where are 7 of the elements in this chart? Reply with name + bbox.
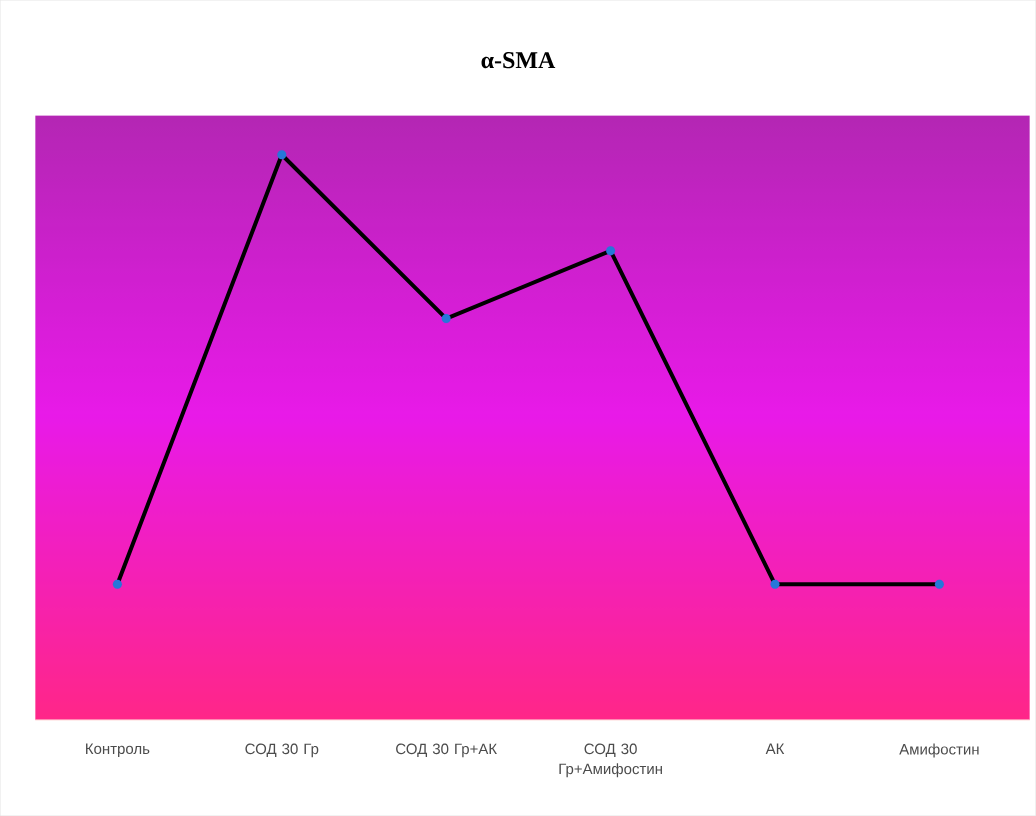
x-tick-label: АК: [765, 743, 785, 754]
x-tick-label: СОД 30 Гр+Амифостин: [559, 743, 662, 778]
x-tick-label: Контроль: [86, 743, 150, 757]
chart-title: α-SMA: [481, 52, 556, 69]
x-tick-label: СОД 30 Гр: [245, 743, 319, 758]
x-tick-label: Амифостин: [899, 743, 979, 758]
x-tick-label: СОД 30 Гр+АК: [396, 743, 497, 758]
